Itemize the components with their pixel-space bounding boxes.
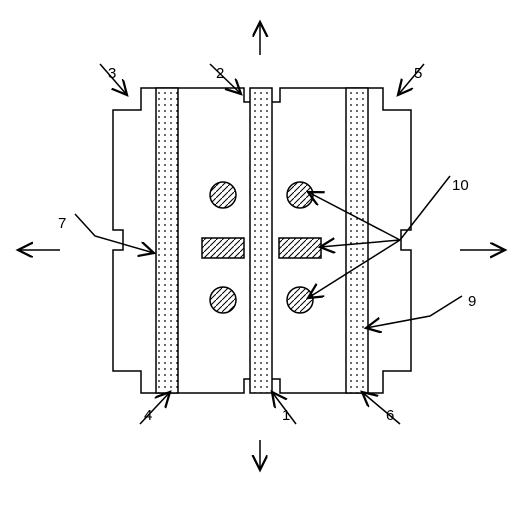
label-10-text: 10 (452, 177, 469, 194)
hatched-circle-3 (210, 287, 236, 313)
dotted-bar-1 (156, 88, 178, 393)
label-7-text: 7 (58, 215, 66, 232)
hatched-circle-1 (210, 182, 236, 208)
dotted-bar-3 (346, 88, 368, 393)
label-1: 1 (272, 392, 296, 424)
label-4: 4 (140, 392, 170, 424)
hatched-circle-2 (287, 182, 313, 208)
dotted-bar-2 (250, 88, 272, 393)
label-5: 5 (398, 64, 424, 95)
hatched-rect-1 (202, 238, 244, 258)
engineering-diagram: 3 2 5 7 9 10 4 1 6 (0, 0, 532, 508)
label-5-text: 5 (414, 65, 422, 82)
hatched-rect-2 (279, 238, 321, 258)
hatched-circle-4 (287, 287, 313, 313)
label-6-text: 6 (386, 407, 394, 424)
label-3: 3 (100, 64, 127, 95)
label-1-text: 1 (282, 407, 290, 424)
label-9-text: 9 (468, 293, 476, 310)
label-6: 6 (362, 392, 400, 424)
label-2-text: 2 (216, 65, 224, 82)
label-3-text: 3 (108, 65, 116, 82)
label-4-text: 4 (144, 407, 152, 424)
